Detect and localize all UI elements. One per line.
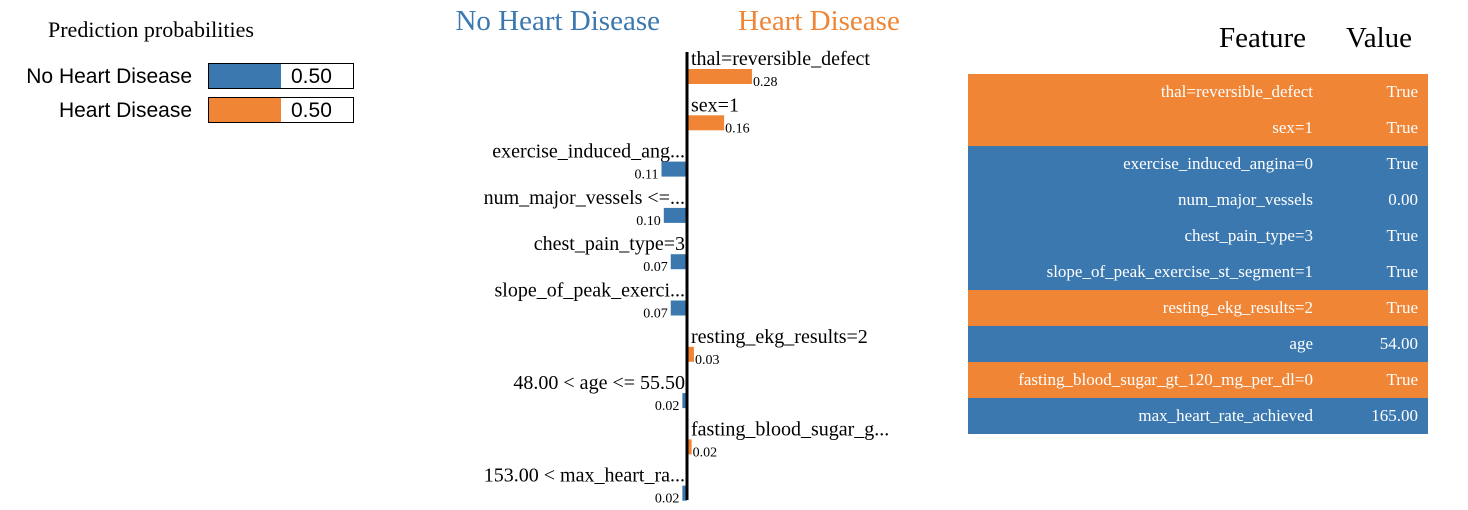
bar-feature-label: resting_ekg_results=2 <box>691 326 868 348</box>
weight-bar <box>670 300 687 316</box>
table-cell-feature: max_heart_rate_achieved <box>1138 406 1313 425</box>
table-cell-value: True <box>1386 154 1419 173</box>
proba-bar: 0.50 <box>208 97 354 123</box>
proba-row-no-heart-disease: No Heart Disease 0.50 <box>0 63 380 91</box>
table-row: age 54.00 <box>968 326 1428 362</box>
table-cell-value: True <box>1386 298 1419 317</box>
weight-bar <box>687 69 752 84</box>
table-cell-value: True <box>1386 226 1419 245</box>
table-cell-feature: sex=1 <box>1272 118 1313 137</box>
bar-feature-label: exercise_induced_ang... <box>492 141 685 163</box>
bar-feature-label: fasting_blood_sugar_g... <box>691 418 889 440</box>
proba-row-heart-disease: Heart Disease 0.50 <box>0 97 380 125</box>
table-cell-value: 54.00 <box>1379 334 1418 353</box>
proba-label: Heart Disease <box>58 99 192 122</box>
table-row: chest_pain_type=3 True <box>968 218 1428 254</box>
weight-bar <box>687 115 725 131</box>
table-cell-value: True <box>1386 118 1419 137</box>
table-cell-feature: num_major_vessels <box>1177 190 1313 209</box>
proba-bar-fill <box>209 64 281 88</box>
bar-feature-label: 48.00 < age <= 55.50 <box>513 372 685 394</box>
prediction-probabilities-title: Prediction probabilities <box>48 17 254 42</box>
table-row: resting_ekg_results=2 True <box>968 290 1428 326</box>
proba-label: No Heart Disease <box>26 65 192 88</box>
explanation-chart: No Heart Disease Heart Disease thal=reve… <box>455 5 900 507</box>
bar-value-label: 0.28 <box>753 75 778 90</box>
bar-feature-label: thal=reversible_defect <box>691 48 870 70</box>
weight-bar <box>670 254 687 270</box>
table-row: fasting_blood_sugar_gt_120_mg_per_dl=0 Tr… <box>968 362 1428 398</box>
table-cell-feature: chest_pain_type=3 <box>1184 226 1313 245</box>
weight-bar <box>687 346 694 362</box>
table-cell-value: 0.00 <box>1388 190 1418 209</box>
class-label-positive: Heart Disease <box>738 5 900 37</box>
bar-value-label: 0.07 <box>643 307 668 322</box>
proba-bar-fill <box>209 98 281 122</box>
table-cell-feature: age <box>1289 334 1313 353</box>
weight-bar <box>661 161 687 177</box>
weight-bar <box>682 393 687 409</box>
bar-value-label: 0.10 <box>636 214 661 229</box>
bar-value-label: 0.07 <box>643 260 668 275</box>
header-value: Value <box>1345 22 1412 54</box>
table-cell-value: True <box>1386 82 1419 101</box>
bar-feature-label: slope_of_peak_exerci... <box>495 280 685 302</box>
table-cell-feature: exercise_induced_angina=0 <box>1123 154 1313 173</box>
bar-value-label: 0.16 <box>725 121 750 136</box>
table-cell-value: True <box>1386 262 1419 281</box>
table-row: exercise_induced_angina=0 True <box>968 146 1428 182</box>
table-row: max_heart_rate_achieved 165.00 <box>968 398 1428 434</box>
bars-group: thal=reversible_defect 0.28 sex=1 0.16 exerc… <box>484 48 890 507</box>
proba-value: 0.50 <box>291 99 332 122</box>
table-cell-value: True <box>1386 370 1419 389</box>
header-feature: Feature <box>1219 22 1306 54</box>
weight-bar <box>663 207 687 223</box>
bar-value-label: 0.11 <box>634 168 658 183</box>
bar-value-label: 0.03 <box>695 353 720 368</box>
bar-feature-label: chest_pain_type=3 <box>534 233 685 255</box>
table-row: num_major_vessels 0.00 <box>968 182 1428 218</box>
proba-bar: 0.50 <box>208 63 354 89</box>
bar-value-label: 0.02 <box>693 445 718 460</box>
table-row: thal=reversible_defect True <box>968 74 1428 110</box>
bar-feature-label: sex=1 <box>691 94 739 116</box>
table-cell-feature: slope_of_peak_exercise_st_segment=1 <box>1046 262 1313 281</box>
proba-value: 0.50 <box>291 65 332 88</box>
prediction-probabilities-panel: Prediction probabilities No Heart Diseas… <box>0 0 380 140</box>
class-label-negative: No Heart Disease <box>455 5 660 37</box>
table-row: slope_of_peak_exercise_st_segment=1 True <box>968 254 1428 290</box>
bar-value-label: 0.02 <box>655 399 680 414</box>
table-cell-value: 165.00 <box>1371 406 1418 425</box>
bar-feature-label: 153.00 < max_heart_ra... <box>484 465 685 487</box>
weight-bar <box>687 439 692 455</box>
table-cell-feature: thal=reversible_defect <box>1160 82 1313 101</box>
table-cell-feature: resting_ekg_results=2 <box>1162 298 1313 317</box>
table-row: sex=1 True <box>968 110 1428 146</box>
bar-value-label: 0.02 <box>655 492 680 507</box>
table-cell-feature: fasting_blood_sugar_gt_120_mg_per_dl=0 <box>1018 370 1313 389</box>
weight-bar <box>682 485 687 501</box>
bar-feature-label: num_major_vessels <=... <box>484 187 685 209</box>
